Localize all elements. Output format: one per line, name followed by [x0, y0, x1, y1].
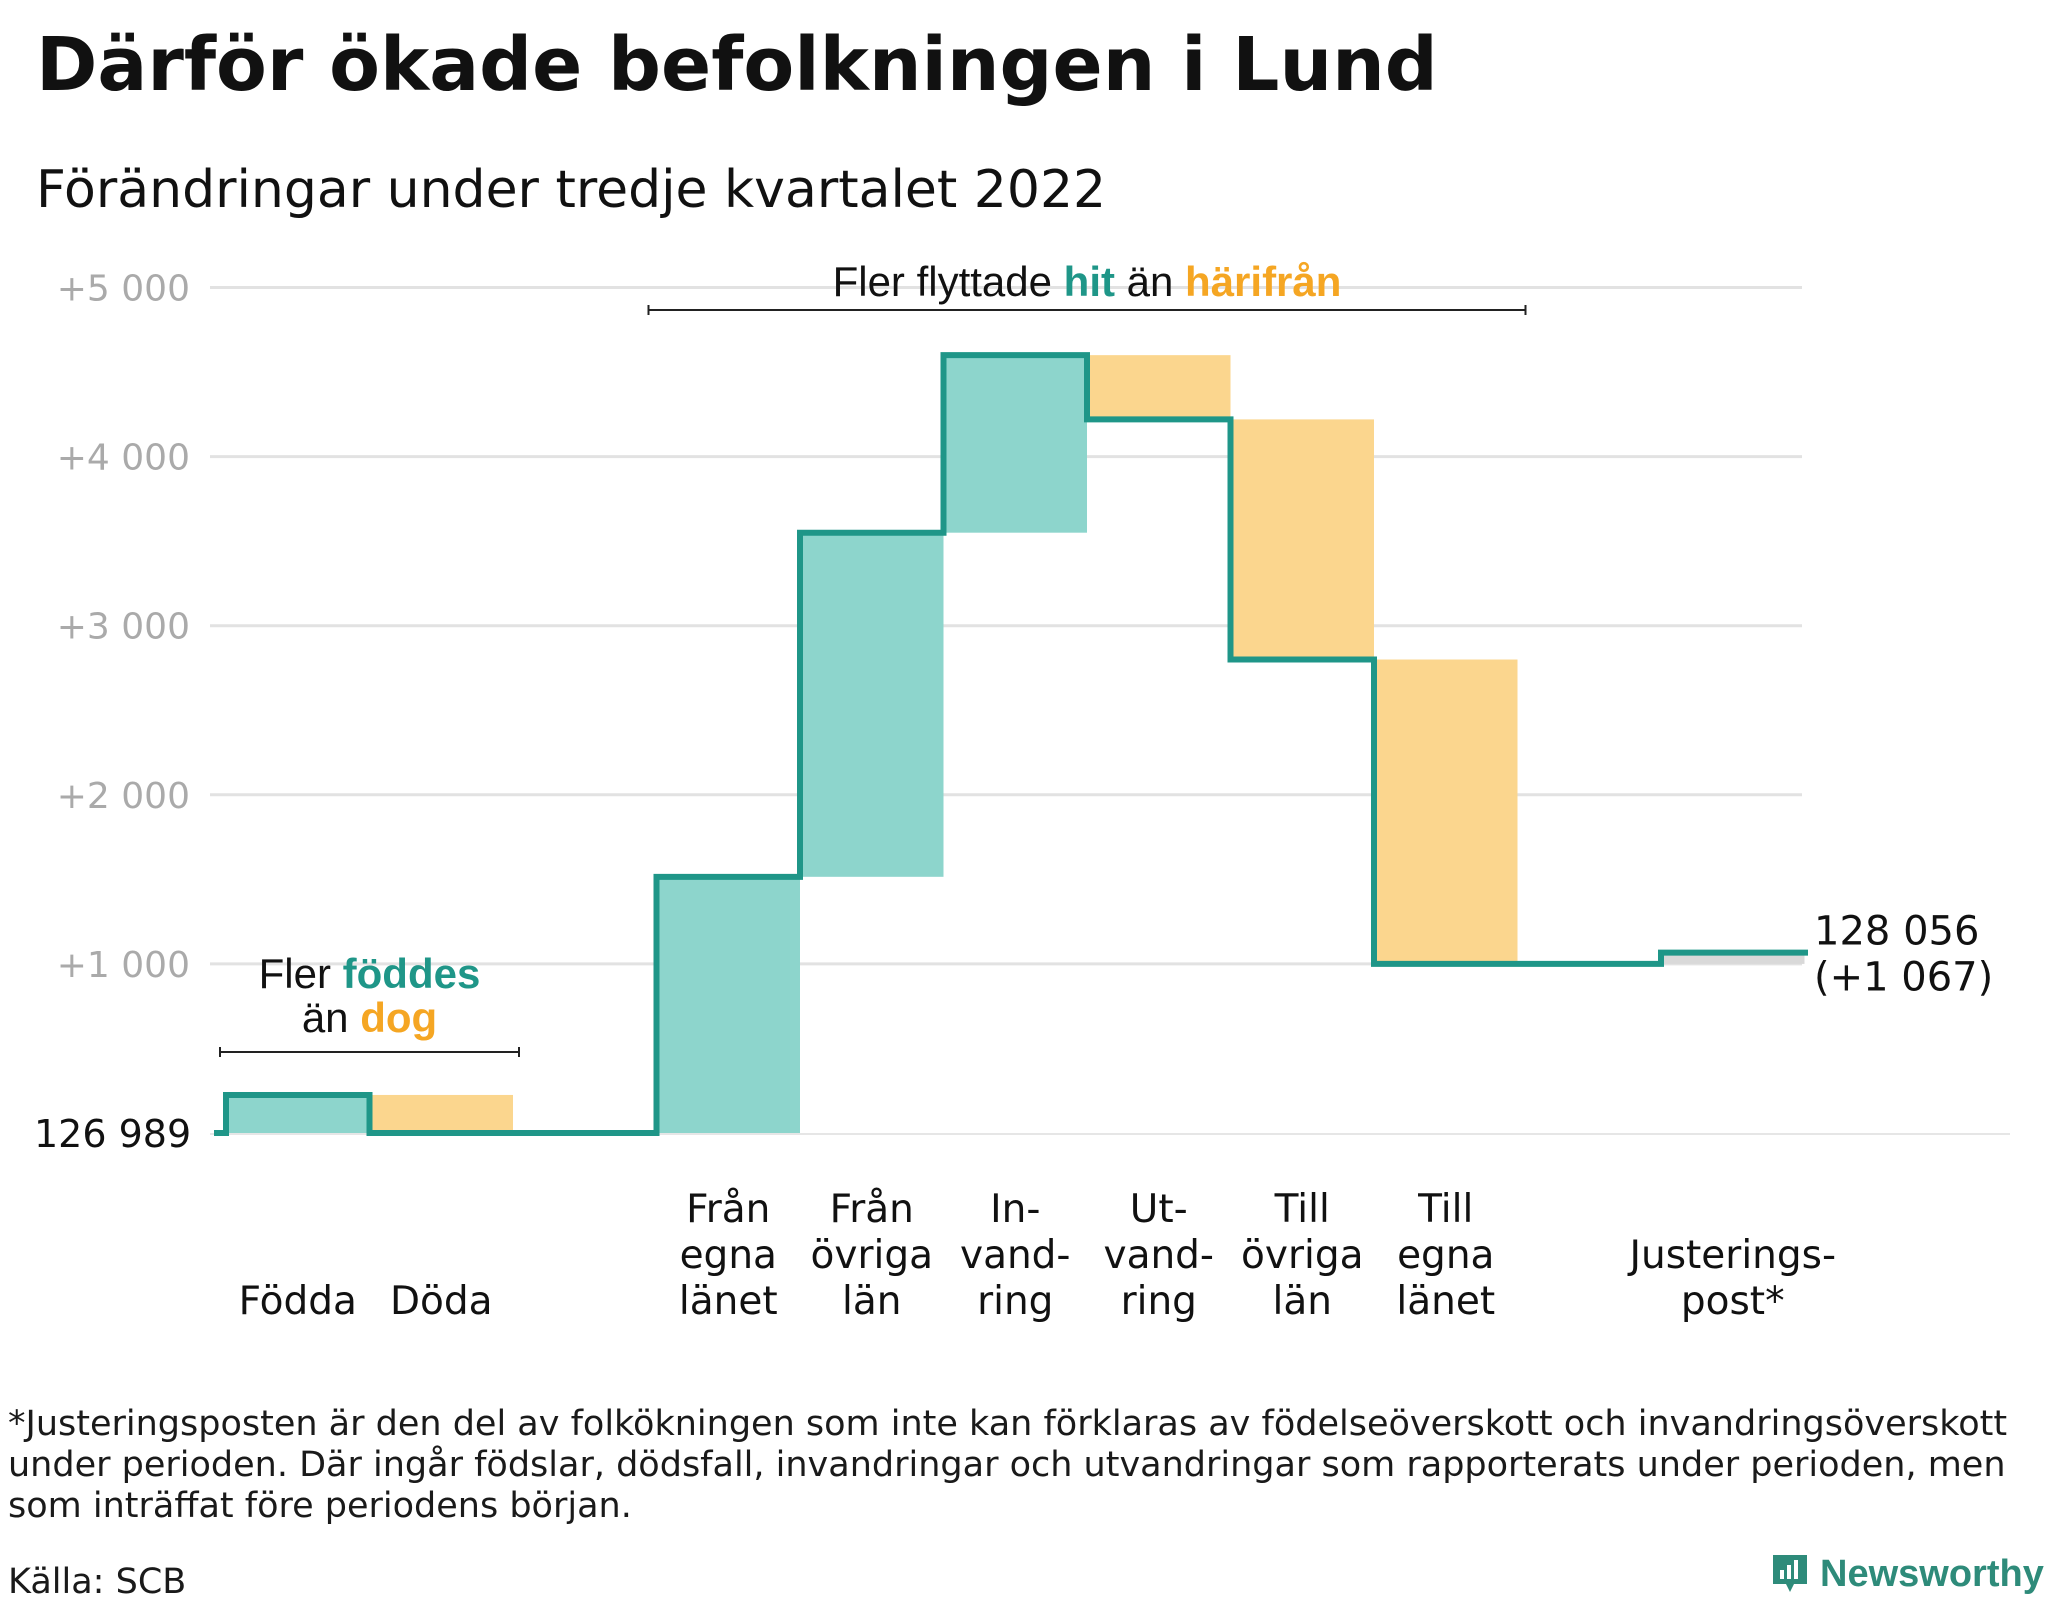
- category-label: Från: [830, 1187, 914, 1232]
- category-label: ring: [977, 1279, 1053, 1324]
- category-label: Födda: [239, 1279, 357, 1324]
- bar-increase: [656, 876, 800, 1133]
- category-label: län: [1273, 1279, 1332, 1324]
- category-label: Ut-: [1130, 1187, 1188, 1232]
- annotation-part: Fler flyttade: [833, 258, 1064, 305]
- bar-decrease: [1230, 419, 1374, 660]
- bar-adjustment: [1661, 952, 1805, 964]
- category-label: Från: [686, 1187, 770, 1232]
- cumulative-step-line: [214, 352, 1808, 1136]
- chart-title: Därför ökade befolkningen i Lund: [36, 22, 1438, 108]
- category-label: Till: [1274, 1187, 1330, 1232]
- category-label: länet: [679, 1279, 778, 1324]
- migration-annotation: Fler flyttade hit än härifrån: [833, 258, 1342, 305]
- annotation-part: än: [1115, 258, 1185, 305]
- category-label: vand-: [960, 1233, 1071, 1278]
- category-label: länet: [1396, 1279, 1495, 1324]
- bar-decrease: [369, 1094, 513, 1133]
- category-label: övriga: [811, 1233, 933, 1278]
- category-label: vand-: [1103, 1233, 1214, 1278]
- y-tick-label: +4 000: [57, 438, 190, 479]
- bar-decrease: [1374, 659, 1518, 964]
- category-label: övriga: [1241, 1233, 1363, 1278]
- category-label: egna: [1397, 1233, 1494, 1278]
- annotation-part: härifrån: [1185, 258, 1341, 305]
- category-label: ring: [1121, 1279, 1197, 1324]
- end-value-label: 128 056: [1814, 909, 1979, 955]
- category-label: Justerings-: [1626, 1233, 1836, 1278]
- bar-increase: [943, 355, 1087, 533]
- category-label: In-: [990, 1187, 1040, 1232]
- annotation-part: än: [302, 994, 360, 1041]
- source-label: Källa: SCB: [8, 1562, 187, 1602]
- waterfall-chart: +1 000 +2 000 +3 000 +4 000 +5 000 126 989 128…: [34, 258, 2010, 1324]
- y-tick-label: +3 000: [57, 607, 190, 648]
- annotation-part: Fler: [259, 950, 343, 997]
- bar-increase: [800, 532, 944, 877]
- births-annotation-line1: Fler föddes: [259, 950, 481, 997]
- y-tick-label: +5 000: [57, 269, 190, 310]
- brand-name: Newsworthy: [1820, 1552, 2044, 1595]
- annotation-part: dog: [360, 994, 437, 1041]
- category-label: län: [842, 1279, 901, 1324]
- chart-subtitle: Förändringar under tredje kvartalet 2022: [36, 160, 1107, 220]
- end-value-label: (+1 067): [1814, 955, 1993, 1001]
- bar-increase: [226, 1094, 370, 1133]
- y-tick-label: +2 000: [57, 776, 190, 817]
- footnote: *Justeringsposten är den del av folkökni…: [8, 1404, 2008, 1526]
- brand-logo: Newsworthy: [1770, 1552, 2044, 1596]
- bar-decrease: [1087, 355, 1231, 420]
- births-annotation-line2: än dog: [302, 994, 437, 1041]
- annotation-part: hit: [1064, 258, 1115, 305]
- annotation-part: föddes: [343, 950, 481, 997]
- newsworthy-logo-icon: [1773, 1555, 1807, 1592]
- category-label: Döda: [390, 1279, 493, 1324]
- start-value-label: 126 989: [34, 1112, 191, 1156]
- category-label: egna: [680, 1233, 777, 1278]
- category-label: Till: [1417, 1187, 1473, 1232]
- y-tick-label: +1 000: [57, 945, 190, 986]
- category-label: post*: [1681, 1279, 1785, 1324]
